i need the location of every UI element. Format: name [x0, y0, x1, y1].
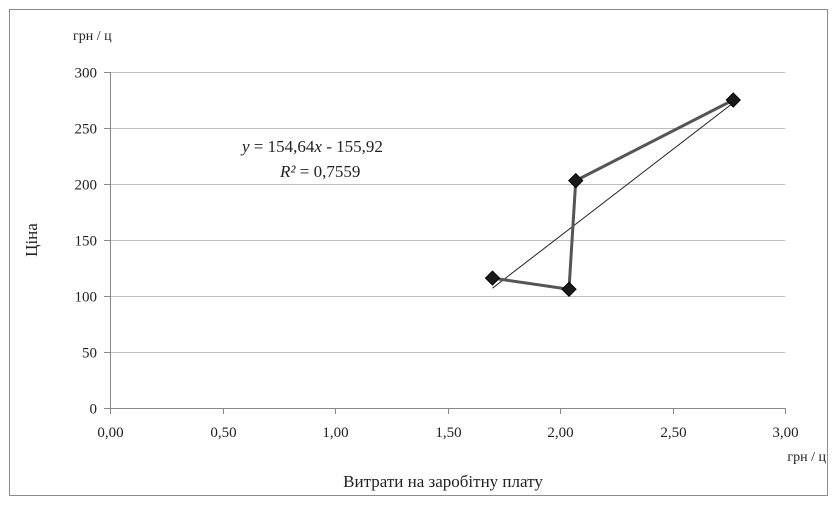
- series-line: [492, 98, 734, 291]
- svg-text:y = 154,64x - 155,92: y = 154,64x - 155,92: [240, 137, 383, 156]
- trendline: [492, 102, 734, 289]
- y-tick-labels: 0 50 100 150 200 250 300: [75, 66, 98, 418]
- x-tick-label: 2,00: [547, 425, 573, 441]
- data-point-marker: [561, 281, 577, 297]
- x-tick-label: 2,50: [660, 425, 686, 441]
- r2-value: = 0,7559: [295, 162, 360, 181]
- y-tick-label: 150: [75, 234, 98, 250]
- data-point-marker: [568, 172, 584, 189]
- equation-x: x: [313, 137, 322, 156]
- equation-slope: = 154,64: [250, 137, 315, 156]
- gridlines: [110, 72, 785, 353]
- equation-intercept: - 155,92: [322, 137, 383, 156]
- y-axis-title: Ціна: [22, 223, 41, 257]
- svg-text:R² = 0,7559: R² = 0,7559: [279, 162, 360, 181]
- equation-y: y: [240, 137, 250, 156]
- y-unit-label: грн / ц: [73, 29, 112, 44]
- y-tick-label: 250: [75, 122, 98, 138]
- y-tick-label: 300: [75, 66, 98, 82]
- trendline-equation: y = 154,64x - 155,92 R² = 0,7559: [240, 137, 383, 181]
- x-tick-label: 1,50: [435, 425, 461, 441]
- data-point-marker: [484, 270, 501, 286]
- axes: [104, 72, 786, 414]
- x-tick-label: 0,00: [97, 425, 123, 441]
- x-tick-label: 0,50: [210, 425, 236, 441]
- data-series: [484, 92, 741, 297]
- y-tick-label: 50: [82, 346, 97, 362]
- trendline-line: [492, 102, 734, 289]
- x-tick-label: 1,00: [322, 425, 348, 441]
- x-tick-label: 3,00: [772, 425, 798, 441]
- r2-symbol: R²: [279, 162, 296, 181]
- y-tick-label: 200: [75, 178, 98, 194]
- y-tick-label: 0: [90, 402, 98, 418]
- x-tick-labels: 0,00 0,50 1,00 1,50 2,00 2,50 3,00: [97, 425, 798, 441]
- chart-border: [9, 9, 828, 496]
- x-axis-title: Витрати на заробітну плату: [343, 472, 543, 491]
- x-unit-label: грн / ц: [787, 450, 826, 465]
- data-point-marker: [725, 92, 741, 108]
- y-tick-label: 100: [75, 290, 98, 306]
